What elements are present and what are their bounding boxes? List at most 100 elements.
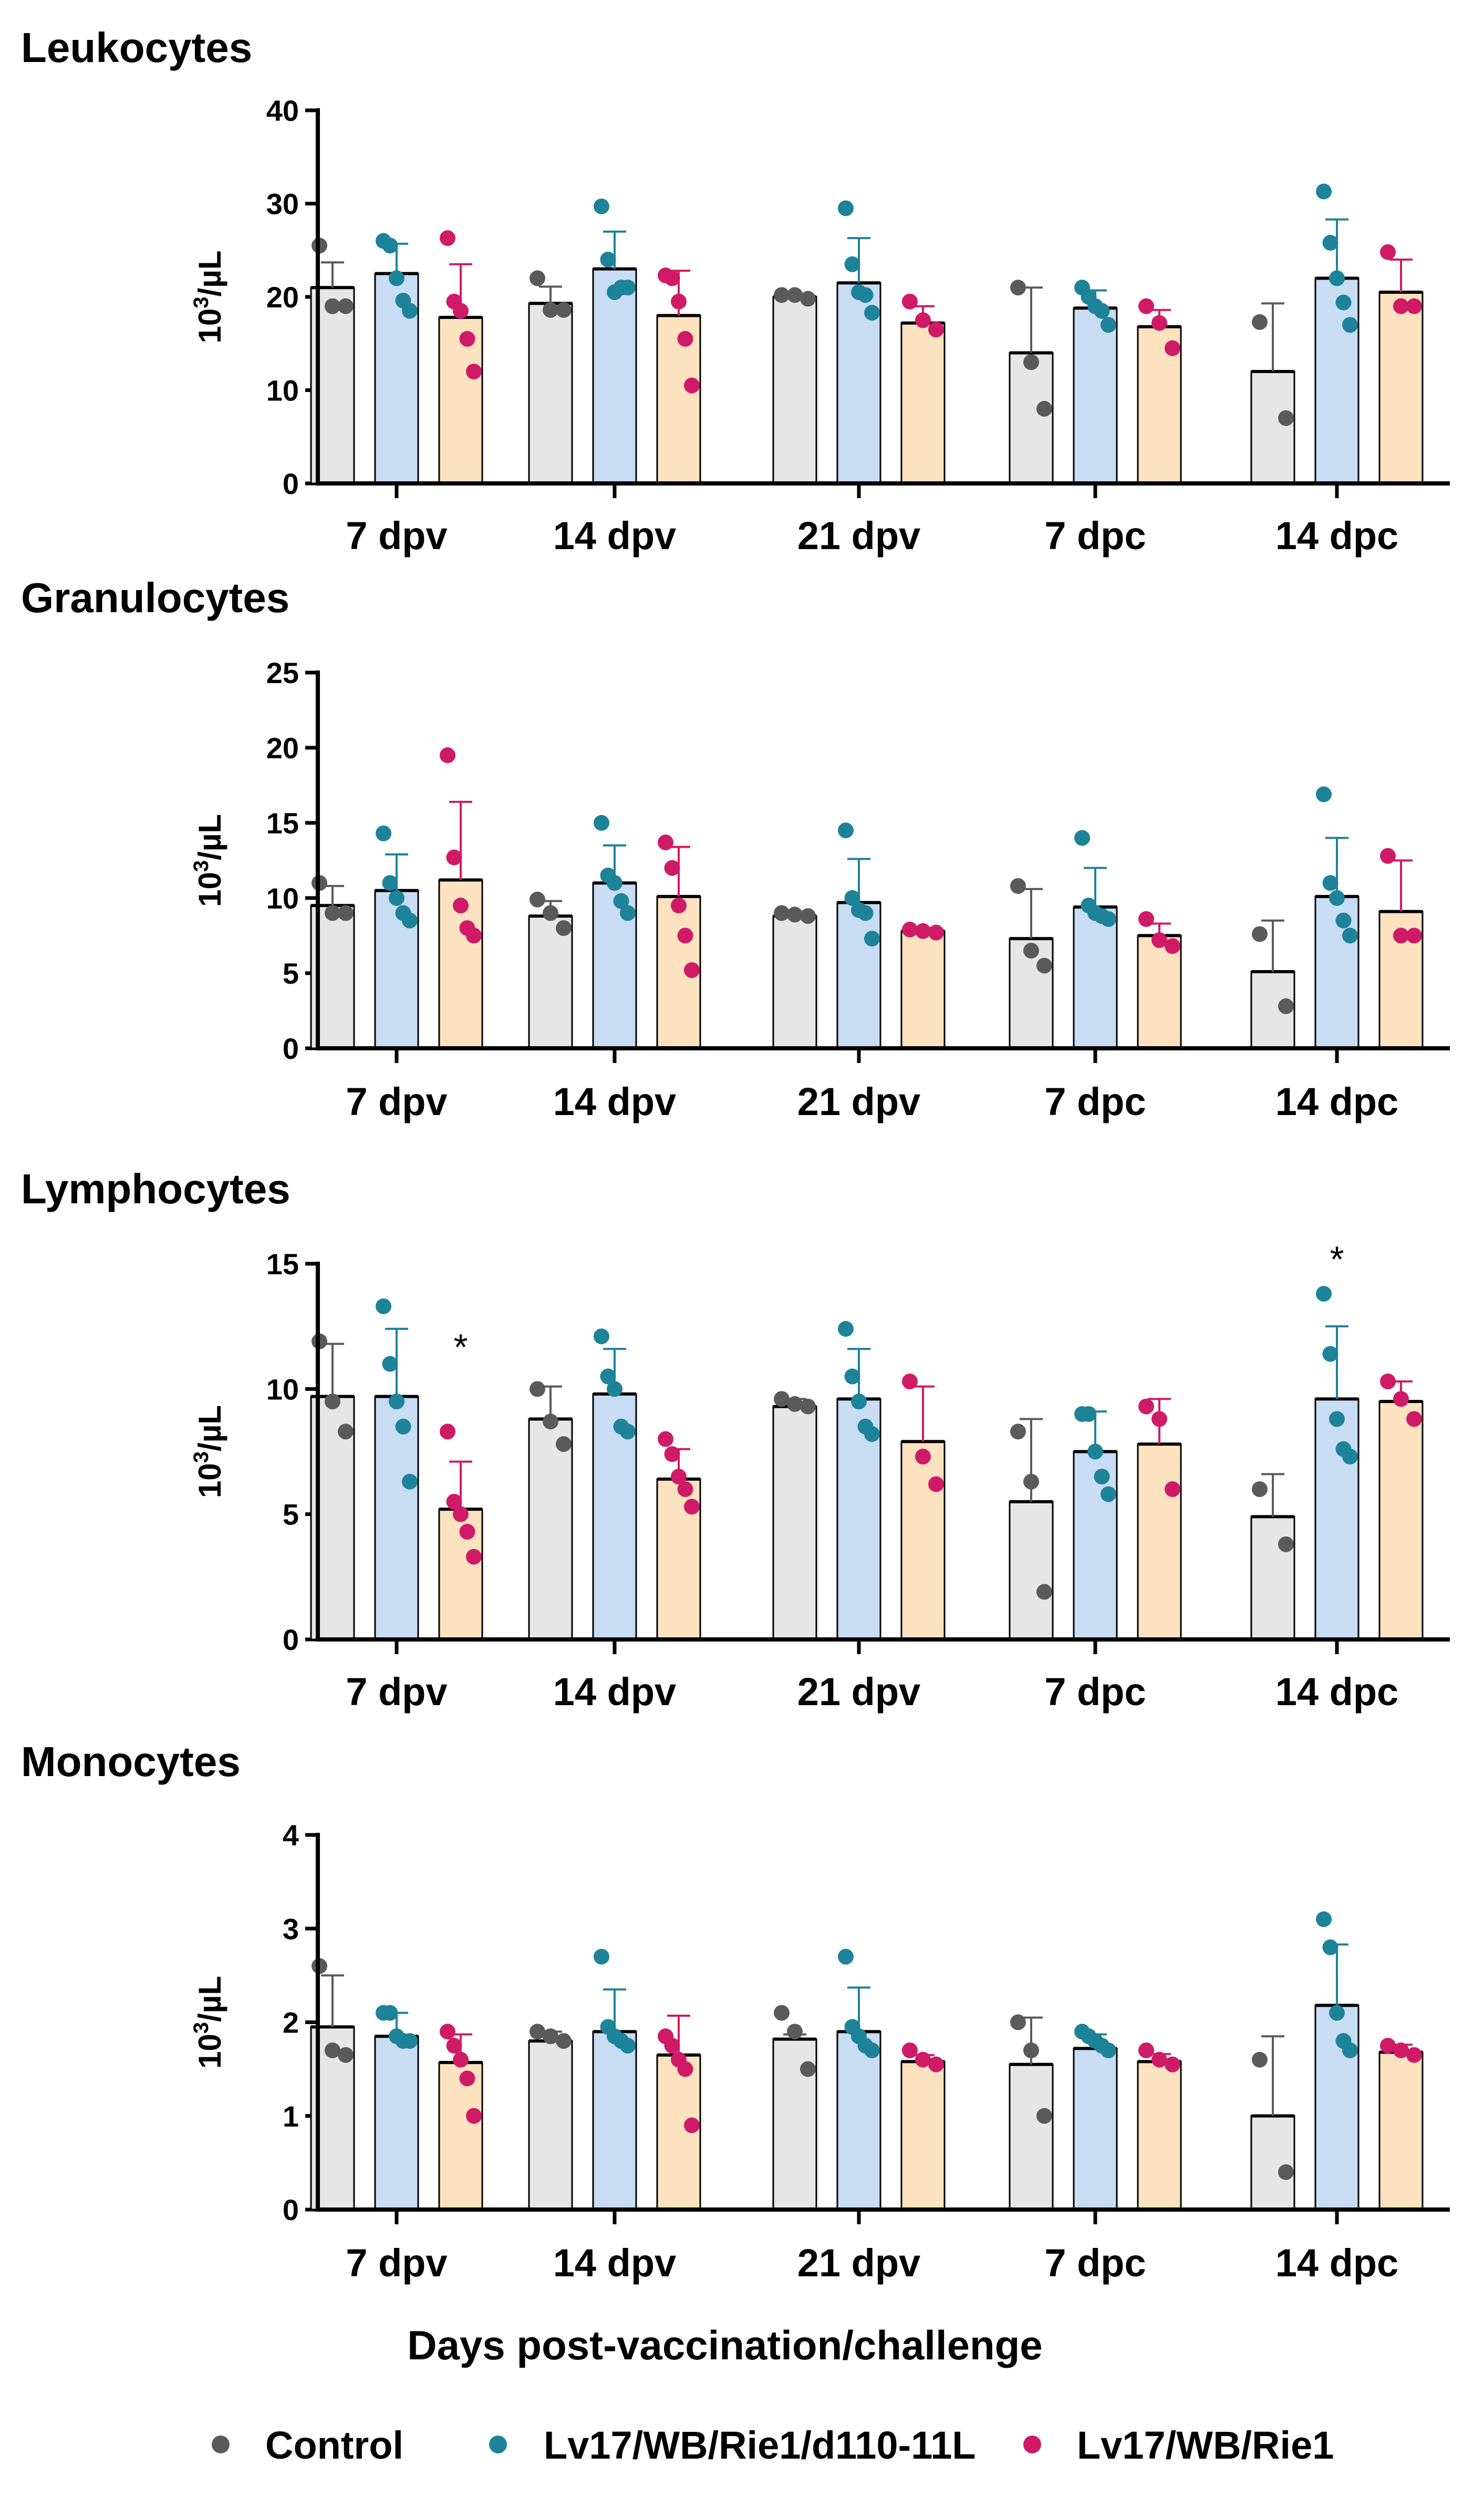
data-point-control bbox=[1278, 998, 1294, 1014]
y-axis-title: 103/µL bbox=[190, 251, 227, 344]
bar-control bbox=[528, 915, 573, 1049]
data-point-control bbox=[800, 291, 816, 307]
data-point-mutant bbox=[844, 256, 860, 272]
data-point-mutant bbox=[376, 826, 391, 842]
bar-wild bbox=[656, 315, 701, 484]
data-point-control bbox=[800, 908, 816, 924]
x-tick-label: 7 dpc bbox=[1044, 514, 1146, 558]
data-point-control bbox=[325, 2042, 340, 2058]
data-point-mutant bbox=[1316, 183, 1332, 200]
bar-wild bbox=[438, 2061, 483, 2211]
data-point-wild bbox=[671, 1469, 687, 1485]
bar-mutant bbox=[592, 2030, 637, 2211]
data-point-mutant bbox=[1322, 875, 1338, 891]
data-point-control bbox=[787, 906, 803, 923]
data-point-mutant bbox=[838, 1320, 854, 1337]
data-point-mutant bbox=[1094, 1469, 1110, 1485]
y-axis-title: 103/µL bbox=[190, 814, 227, 907]
data-point-wild bbox=[440, 1423, 455, 1440]
data-point-mutant bbox=[1316, 786, 1332, 802]
data-point-wild bbox=[446, 849, 462, 865]
data-point-wild bbox=[1138, 2042, 1154, 2058]
bar-wild bbox=[900, 1440, 946, 1640]
data-point-mutant bbox=[1329, 270, 1345, 286]
x-tick-label: 7 dpv bbox=[346, 1670, 447, 1714]
data-point-mutant bbox=[1342, 2042, 1358, 2058]
y-tick-label: 20 bbox=[266, 731, 299, 765]
y-tick-label: 1 bbox=[283, 2100, 299, 2133]
y-axis-title-unit: /µL bbox=[192, 814, 227, 860]
data-point-mutant bbox=[1074, 830, 1090, 846]
bar-control bbox=[528, 302, 573, 484]
data-point-mutant bbox=[1316, 1286, 1332, 1302]
data-point-mutant bbox=[1342, 1449, 1358, 1465]
data-point-mutant bbox=[1329, 2005, 1345, 2021]
data-point-mutant bbox=[620, 905, 636, 921]
data-point-mutant bbox=[594, 198, 609, 214]
x-tick-label: 7 dpc bbox=[1044, 1080, 1146, 1123]
x-tick-label: 14 dpc bbox=[1275, 1670, 1398, 1714]
data-point-wild bbox=[915, 312, 931, 328]
y-tick-label: 5 bbox=[283, 957, 299, 990]
y-tick-label: 0 bbox=[283, 1032, 299, 1065]
x-tick-label: 14 dpv bbox=[553, 514, 676, 558]
y-axis-title-exponent: 3 bbox=[190, 860, 213, 872]
data-point-mutant bbox=[1322, 235, 1338, 251]
data-point-control bbox=[556, 302, 572, 318]
data-point-wild bbox=[459, 1524, 475, 1540]
data-point-mutant bbox=[402, 912, 418, 928]
data-point-wild bbox=[677, 1481, 693, 1497]
data-point-control bbox=[1036, 1584, 1052, 1600]
data-point-mutant bbox=[382, 238, 398, 254]
data-point-wild bbox=[1380, 1374, 1396, 1390]
legend-marker-mutant bbox=[489, 2436, 507, 2453]
data-point-wild bbox=[1138, 911, 1154, 927]
data-point-wild bbox=[440, 230, 455, 246]
data-point-control bbox=[787, 2024, 803, 2040]
data-point-wild bbox=[902, 293, 918, 309]
bar-wild bbox=[900, 2060, 946, 2211]
data-point-wild bbox=[1138, 298, 1154, 314]
data-point-control bbox=[530, 270, 545, 286]
y-tick-label: 40 bbox=[266, 94, 299, 127]
bar-mutant bbox=[1314, 1398, 1360, 1640]
x-tick-label: 14 dpc bbox=[1275, 1080, 1398, 1123]
data-point-wild bbox=[915, 923, 931, 939]
data-point-mutant bbox=[376, 1298, 391, 1315]
data-point-control bbox=[338, 2047, 354, 2063]
bar-control bbox=[772, 296, 817, 484]
data-point-wild bbox=[1406, 927, 1422, 944]
y-tick-label: 0 bbox=[283, 1623, 299, 1656]
data-point-control bbox=[1010, 1423, 1026, 1440]
data-point-mutant bbox=[620, 1423, 636, 1440]
data-point-wild bbox=[466, 364, 482, 379]
data-point-wild bbox=[1151, 2051, 1167, 2068]
x-tick-label: 7 dpv bbox=[346, 514, 447, 558]
bar-wild bbox=[1378, 291, 1424, 484]
data-point-wild bbox=[658, 834, 673, 851]
bar-wild bbox=[1378, 1400, 1424, 1640]
data-point-control bbox=[1252, 2051, 1268, 2068]
data-point-wild bbox=[1165, 938, 1180, 954]
data-point-mutant bbox=[864, 1426, 880, 1442]
data-point-wild bbox=[453, 303, 469, 319]
data-point-control bbox=[556, 1436, 572, 1452]
data-point-wild bbox=[1393, 1391, 1409, 1407]
data-point-control bbox=[530, 2024, 545, 2040]
data-point-control bbox=[1023, 2042, 1039, 2058]
y-axis-title-base: 10 bbox=[192, 1463, 227, 1498]
y-axis-title-exponent: 3 bbox=[190, 296, 213, 308]
data-point-mutant bbox=[402, 1473, 418, 1490]
data-point-wild bbox=[440, 2024, 455, 2040]
data-point-wild bbox=[446, 1493, 462, 1510]
bar-mutant bbox=[1073, 307, 1118, 484]
data-point-control bbox=[530, 891, 545, 907]
data-point-wild bbox=[671, 293, 687, 309]
data-point-mutant bbox=[864, 305, 880, 321]
data-point-mutant bbox=[389, 890, 404, 906]
data-point-control bbox=[800, 1398, 816, 1415]
